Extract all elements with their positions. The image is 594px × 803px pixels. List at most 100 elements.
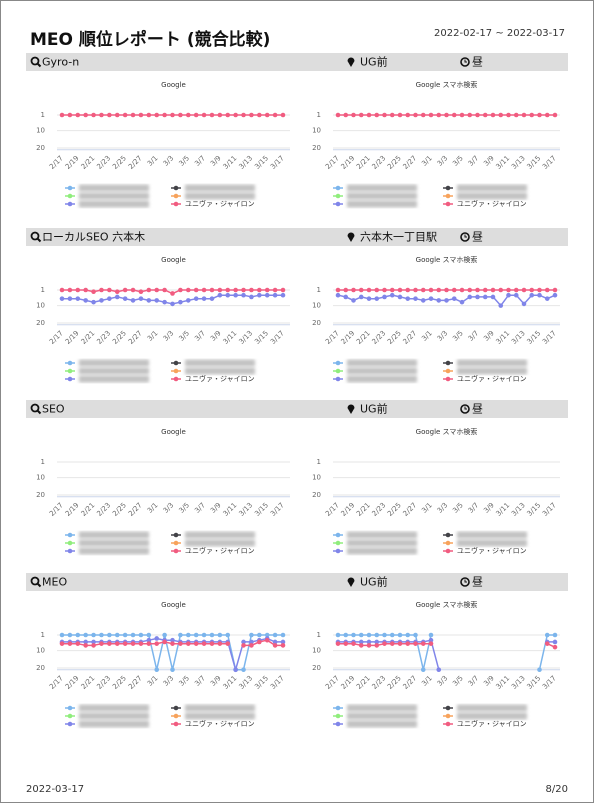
data-point — [107, 287, 112, 293]
data-point — [428, 632, 434, 638]
legend-swatch — [445, 721, 451, 727]
data-point — [114, 294, 120, 300]
legend-blur — [79, 547, 149, 555]
legend-swatch — [445, 540, 451, 546]
legend-swatch — [335, 548, 341, 554]
data-point — [389, 292, 395, 298]
data-point — [201, 296, 207, 301]
clock-icon — [464, 234, 467, 238]
data-point — [209, 287, 215, 293]
chart-title: Google スマホ検索 — [416, 427, 478, 436]
data-point — [217, 641, 223, 646]
data-point — [241, 643, 246, 648]
legend-swatch — [67, 193, 73, 199]
data-point — [552, 644, 558, 650]
data-point — [366, 632, 372, 638]
legend-blur — [79, 367, 149, 375]
data-point — [405, 287, 411, 293]
keyword: SEO — [42, 403, 65, 416]
data-point — [420, 298, 426, 303]
data-point — [405, 112, 411, 118]
pin-icon — [347, 404, 355, 414]
data-point — [552, 287, 558, 293]
keyword: MEO — [42, 576, 67, 589]
time-of-day: 昼 — [472, 231, 483, 244]
data-point — [67, 287, 73, 293]
data-point — [249, 639, 254, 645]
data-point — [428, 641, 434, 646]
data-point — [498, 303, 504, 308]
data-point — [513, 112, 519, 118]
data-point — [521, 112, 527, 118]
data-point — [544, 632, 550, 638]
y-tick-label: 20 — [36, 144, 45, 152]
data-point — [343, 641, 349, 646]
data-point — [343, 632, 349, 638]
data-point — [358, 632, 364, 638]
data-point — [280, 632, 286, 638]
data-point — [209, 641, 215, 646]
data-point — [413, 632, 418, 638]
data-point — [475, 294, 480, 300]
data-point — [280, 287, 286, 293]
legend-swatch — [173, 185, 179, 191]
data-point — [241, 639, 246, 645]
legend-blur — [347, 720, 417, 728]
data-point — [382, 112, 387, 118]
legend-swatch — [67, 548, 73, 554]
legend-label: ユニヴァ・ジャイロン — [457, 199, 527, 208]
y-tick-label: 1 — [317, 631, 321, 639]
legend-swatch — [335, 368, 341, 374]
data-point — [506, 292, 511, 298]
data-point — [185, 298, 191, 303]
data-point — [428, 287, 434, 293]
data-point — [138, 112, 144, 118]
legend-swatch — [67, 540, 73, 546]
y-tick-label: 20 — [312, 491, 321, 499]
y-tick-label: 1 — [41, 458, 45, 466]
data-point — [506, 287, 511, 293]
legend-swatch — [335, 721, 341, 727]
legend-label: ユニヴァ・ジャイロン — [185, 374, 255, 383]
data-point — [335, 287, 341, 293]
legend-blur — [185, 184, 255, 192]
legend-swatch — [67, 376, 73, 382]
time-of-day: 昼 — [472, 576, 483, 589]
data-point — [201, 641, 207, 646]
data-point — [225, 632, 231, 638]
legend-swatch — [173, 713, 179, 719]
legend-swatch — [173, 360, 179, 366]
data-point — [451, 296, 457, 301]
data-point — [138, 289, 144, 295]
y-tick-label: 20 — [36, 664, 45, 672]
data-point — [428, 296, 434, 301]
data-point — [257, 632, 262, 638]
data-point — [122, 641, 128, 646]
data-point — [209, 296, 215, 301]
data-point — [91, 112, 96, 118]
data-point — [99, 632, 104, 638]
data-point — [420, 112, 426, 118]
legend-blur — [79, 192, 149, 200]
data-point — [146, 112, 152, 118]
search-icon — [30, 56, 40, 66]
data-point — [490, 287, 496, 293]
data-point — [544, 296, 550, 301]
data-point — [405, 632, 411, 638]
legend-swatch — [335, 360, 341, 366]
data-point — [335, 632, 341, 638]
data-point — [75, 296, 81, 301]
data-point — [107, 632, 112, 638]
legend-swatch — [67, 185, 73, 191]
y-tick-label: 1 — [317, 286, 321, 294]
legend-blur — [79, 359, 149, 367]
y-tick-label: 20 — [312, 144, 321, 152]
data-point — [552, 112, 558, 118]
data-point — [436, 287, 442, 293]
data-point — [264, 112, 270, 118]
data-point — [482, 287, 488, 293]
legend-blur — [185, 367, 255, 375]
data-point — [209, 632, 215, 638]
legend-blur — [79, 712, 149, 720]
data-point — [193, 112, 199, 118]
